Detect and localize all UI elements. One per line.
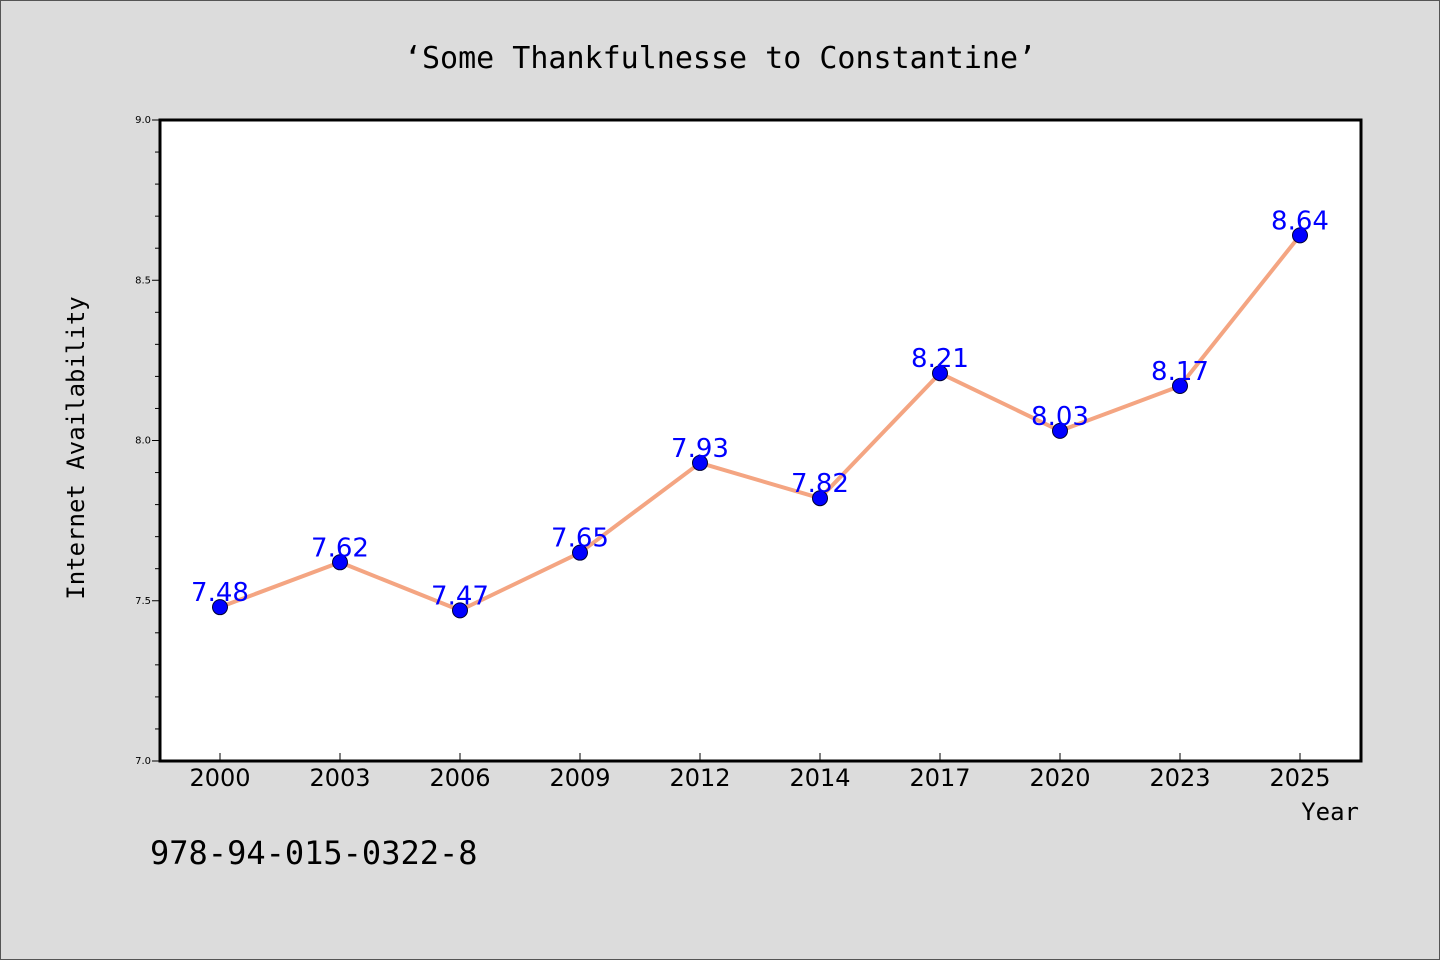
plot-area — [158, 118, 1363, 763]
data-label: 7.65 — [551, 524, 609, 554]
y-tick-label: 9.0 — [135, 115, 151, 126]
data-point — [1052, 422, 1068, 439]
data-label: 8.17 — [1151, 357, 1209, 387]
x-axis-label: Year — [1301, 798, 1359, 826]
data-label: 8.03 — [1031, 402, 1089, 432]
series-layer: 7.48 7.62 7.47 7.65 7.93 7.82 8.21 8.03 8.17 8.64 — [191, 206, 1329, 619]
data-point — [212, 599, 228, 616]
y-tick-label: 8.5 — [135, 275, 151, 286]
y-tick-label: 7.0 — [135, 756, 151, 767]
x-tick-label: 2003 — [309, 764, 370, 792]
x-tick-label: 2012 — [669, 764, 730, 792]
data-point — [332, 554, 348, 571]
data-point — [572, 544, 588, 561]
x-tick-label: 2014 — [789, 764, 850, 792]
y-axis-label: Internet Availability — [62, 296, 90, 599]
data-label: 8.64 — [1271, 206, 1329, 236]
y-axis-ticks: 7.0 7.5 8.0 8.5 9.0 — [135, 115, 160, 767]
data-label: 8.21 — [911, 344, 969, 374]
data-point — [932, 365, 948, 382]
data-point — [1292, 227, 1308, 244]
data-point — [812, 490, 828, 507]
isbn-annotation: 978-94-015-0322-8 — [150, 834, 478, 872]
y-tick-label: 8.0 — [135, 436, 151, 447]
data-label: 7.82 — [791, 469, 849, 499]
data-label: 7.47 — [431, 581, 489, 611]
data-label: 7.93 — [671, 434, 729, 464]
y-tick-label: 7.5 — [135, 596, 151, 607]
x-tick-label: 2009 — [549, 764, 610, 792]
x-tick-label: 2000 — [189, 764, 250, 792]
chart-title: ‘Some Thankfulnesse to Constantine’ — [404, 41, 1036, 76]
data-label: 7.62 — [311, 533, 369, 563]
data-point — [692, 454, 708, 471]
x-tick-label: 2023 — [1149, 764, 1210, 792]
x-tick-label: 2017 — [909, 764, 970, 792]
series-line — [218, 233, 1302, 613]
x-tick-label: 2020 — [1029, 764, 1090, 792]
data-label: 7.48 — [191, 578, 249, 608]
x-axis-ticks: 2000 2003 2006 2009 2012 2014 2017 2020 2023 2025 — [189, 753, 1331, 792]
x-tick-label: 2025 — [1269, 764, 1330, 792]
data-point — [452, 602, 468, 619]
data-point — [1172, 378, 1188, 395]
x-tick-label: 2006 — [429, 764, 490, 792]
